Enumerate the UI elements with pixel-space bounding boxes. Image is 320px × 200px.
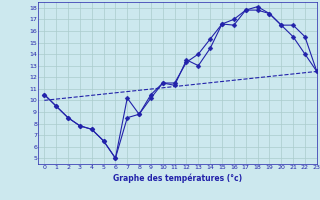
X-axis label: Graphe des températures (°c): Graphe des températures (°c) <box>113 173 242 183</box>
